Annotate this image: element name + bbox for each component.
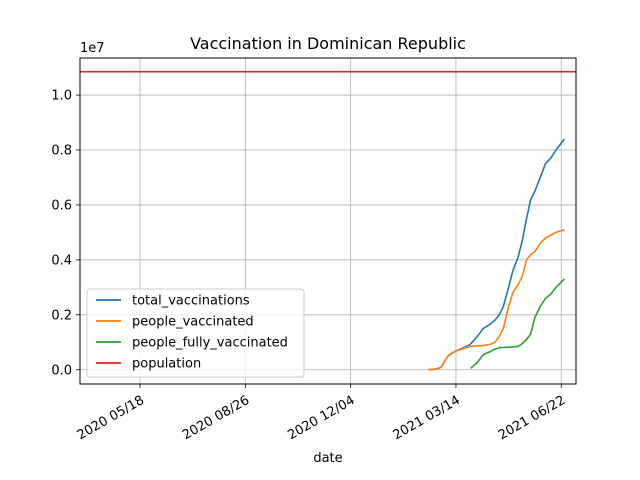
plot-frame	[79, 57, 577, 385]
legend: total_vaccinations people_vaccinatedpeopl…	[86, 288, 305, 378]
y-axis: 0.0 0.2 0.4 0.6 0.8 1.0	[51, 89, 80, 378]
legend-entry: population	[132, 357, 201, 372]
legend-entry: people_fully_vaccinated	[132, 336, 288, 351]
x-axis-label: date	[313, 451, 342, 466]
series-line-people-vaccinated	[428, 228, 565, 371]
grid	[80, 58, 576, 384]
y-tick-label: 1.0	[51, 89, 72, 104]
y-tick-label: 0.0	[51, 363, 72, 378]
series-layer	[80, 70, 576, 371]
y-multiplier-label: 1e7	[80, 41, 105, 56]
y-tick-label: 0.2	[51, 308, 72, 323]
legend-entry: total_vaccinations	[132, 294, 250, 309]
chart-title: Vaccination in Dominican Republic	[190, 34, 466, 53]
y-tick-label: 0.4	[51, 253, 72, 268]
series-line-people-fully-vaccinated	[470, 278, 565, 369]
y-tick-label: 0.8	[51, 144, 72, 159]
legend-entry: people_vaccinated	[132, 315, 254, 330]
y-tick-label: 0.6	[51, 198, 72, 213]
legend-box	[86, 288, 305, 378]
